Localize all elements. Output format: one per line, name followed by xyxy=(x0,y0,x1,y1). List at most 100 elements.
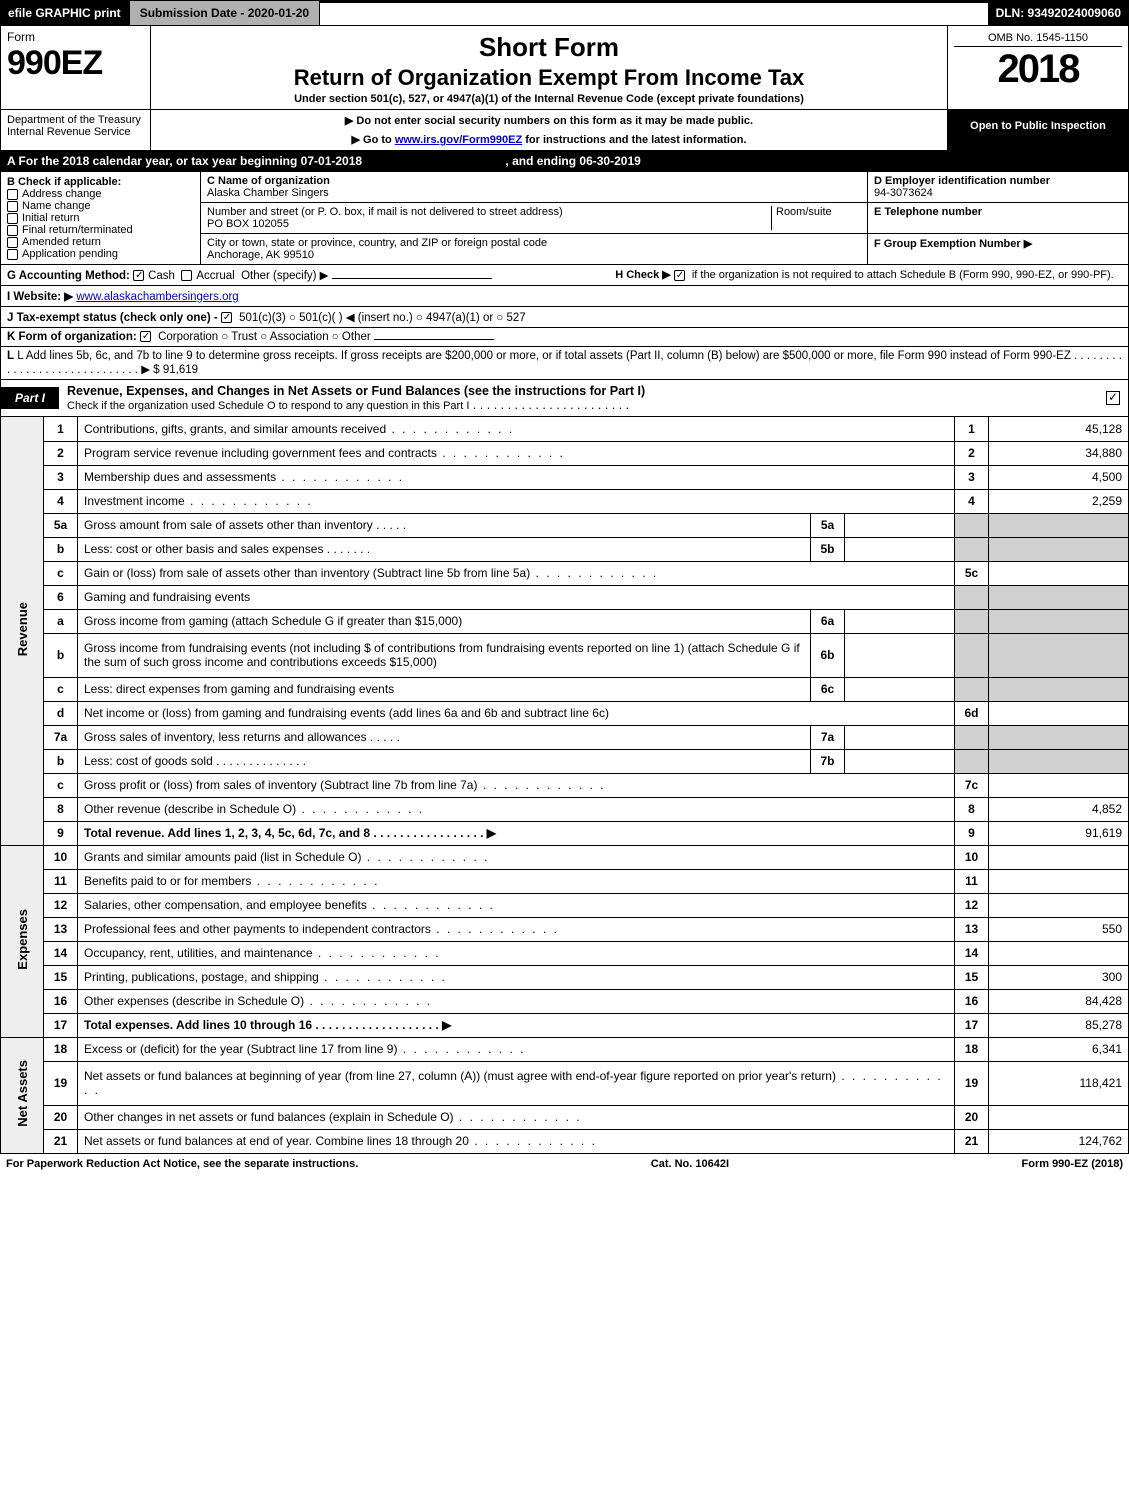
line-num: 1 xyxy=(44,417,78,441)
side-net: Net Assets xyxy=(1,1037,44,1153)
form-header: Form 990EZ Short Form Return of Organiza… xyxy=(0,26,1129,110)
mid-num: 7b xyxy=(811,749,845,773)
line-row-10: Expenses10Grants and similar amounts pai… xyxy=(1,845,1129,869)
line-ref: 8 xyxy=(955,797,989,821)
line-num: 14 xyxy=(44,941,78,965)
efile-label[interactable]: efile GRAPHIC print xyxy=(0,0,129,26)
line-amount: 84,428 xyxy=(989,989,1129,1013)
open-inspection: Open to Public Inspection xyxy=(948,110,1128,143)
line-num: 4 xyxy=(44,489,78,513)
line-amount xyxy=(989,561,1129,585)
period-a: A For the 2018 calendar year, or tax yea… xyxy=(7,154,301,168)
open-inspection-cell: Open to Public Inspection xyxy=(948,110,1128,150)
part1-checkbox[interactable] xyxy=(1106,391,1120,405)
goto-link-line: ▶ Go to www.irs.gov/Form990EZ for instru… xyxy=(157,133,941,146)
chk-pending[interactable]: Application pending xyxy=(7,248,194,260)
city-row: City or town, state or province, country… xyxy=(201,234,867,264)
line-ref: 10 xyxy=(955,845,989,869)
mid-val xyxy=(845,633,955,677)
line-text: Printing, publications, postage, and shi… xyxy=(78,965,955,989)
line-row-c: cLess: direct expenses from gaming and f… xyxy=(1,677,1129,701)
line-ref: 20 xyxy=(955,1105,989,1129)
chk-initial[interactable]: Initial return xyxy=(7,212,194,224)
line-row-2: 2Program service revenue including gover… xyxy=(1,441,1129,465)
line-text: Net assets or fund balances at end of ye… xyxy=(78,1129,955,1153)
form-word: Form xyxy=(7,30,144,44)
part1-header: Part I Revenue, Expenses, and Changes in… xyxy=(0,380,1129,417)
line-amount xyxy=(989,701,1129,725)
mid-val xyxy=(845,677,955,701)
period-start: 07-01-2018 xyxy=(301,154,362,168)
irs-link[interactable]: www.irs.gov/Form990EZ xyxy=(395,134,522,146)
chk-h[interactable] xyxy=(674,270,685,281)
line-text: Gross income from fundraising events (no… xyxy=(78,633,811,677)
under-section: Under section 501(c), 527, or 4947(a)(1)… xyxy=(157,93,941,105)
line-text: Total revenue. Add lines 1, 2, 3, 4, 5c,… xyxy=(78,821,955,845)
line-text: Gross income from gaming (attach Schedul… xyxy=(78,609,811,633)
line-text: Less: cost of goods sold . . . . . . . .… xyxy=(78,749,811,773)
line-amount: 2,259 xyxy=(989,489,1129,513)
line-num: 13 xyxy=(44,917,78,941)
chk-amended[interactable]: Amended return xyxy=(7,236,194,248)
top-spacer xyxy=(320,0,987,26)
mid-num: 6c xyxy=(811,677,845,701)
line-ref: 6d xyxy=(955,701,989,725)
line-amount xyxy=(989,845,1129,869)
line-amount: 4,852 xyxy=(989,797,1129,821)
line-ref: 3 xyxy=(955,465,989,489)
goto-text: Go to www.irs.gov/Form990EZ for instruct… xyxy=(363,134,746,146)
line-amount: 4,500 xyxy=(989,465,1129,489)
line-amount: 550 xyxy=(989,917,1129,941)
line-row-6: 6Gaming and fundraising events xyxy=(1,585,1129,609)
line-row-12: 12Salaries, other compensation, and empl… xyxy=(1,893,1129,917)
period-bar: A For the 2018 calendar year, or tax yea… xyxy=(0,151,1129,172)
ein-row: D Employer identification number 94-3073… xyxy=(868,172,1128,203)
tel-row: E Telephone number xyxy=(868,203,1128,234)
block-c: C Name of organization Alaska Chamber Si… xyxy=(201,172,868,264)
line-num: 20 xyxy=(44,1105,78,1129)
line-ref: 12 xyxy=(955,893,989,917)
chk-501c3[interactable] xyxy=(221,312,232,323)
line-amount: 91,619 xyxy=(989,821,1129,845)
line-ref: 21 xyxy=(955,1129,989,1153)
chk-accrual[interactable] xyxy=(181,270,192,281)
line-num: 16 xyxy=(44,989,78,1013)
website-link[interactable]: www.alaskachambersingers.org xyxy=(76,291,238,303)
line-ref: 19 xyxy=(955,1061,989,1105)
line-ref: 17 xyxy=(955,1013,989,1037)
line-num: 19 xyxy=(44,1061,78,1105)
line-i: I Website: ▶ www.alaskachambersingers.or… xyxy=(0,286,1129,307)
c-label: C Name of organization xyxy=(207,175,861,187)
line-text: Gross sales of inventory, less returns a… xyxy=(78,725,811,749)
line-row-d: dNet income or (loss) from gaming and fu… xyxy=(1,701,1129,725)
tax-year: 2018 xyxy=(954,47,1122,92)
tel-value xyxy=(874,218,1122,230)
mid-val xyxy=(845,725,955,749)
e-label: E Telephone number xyxy=(874,206,1122,218)
chk-corp[interactable] xyxy=(140,331,151,342)
line-row-18: Net Assets18Excess or (deficit) for the … xyxy=(1,1037,1129,1061)
chk-cash[interactable] xyxy=(133,270,144,281)
chk-address[interactable]: Address change xyxy=(7,188,194,200)
chk-final[interactable]: Final return/terminated xyxy=(7,224,194,236)
line-ref: 13 xyxy=(955,917,989,941)
line-amount: 124,762 xyxy=(989,1129,1129,1153)
line-j: J Tax-exempt status (check only one) - 5… xyxy=(0,307,1129,328)
room-label: Room/suite xyxy=(771,206,861,230)
line-row-c: cGain or (loss) from sale of assets othe… xyxy=(1,561,1129,585)
line-amount xyxy=(989,893,1129,917)
line-text: Net income or (loss) from gaming and fun… xyxy=(78,701,955,725)
omb-number: OMB No. 1545-1150 xyxy=(954,30,1122,47)
chk-name[interactable]: Name change xyxy=(7,200,194,212)
line-num: c xyxy=(44,677,78,701)
notes-cell: Do not enter social security numbers on … xyxy=(151,110,948,150)
i-label: I Website: ▶ xyxy=(7,291,73,303)
line-num: b xyxy=(44,749,78,773)
footer-right: Form 990-EZ (2018) xyxy=(1022,1158,1124,1170)
org-name: Alaska Chamber Singers xyxy=(207,187,861,199)
year-cell: OMB No. 1545-1150 2018 xyxy=(948,26,1128,109)
mid-num: 7a xyxy=(811,725,845,749)
line-row-3: 3Membership dues and assessments34,500 xyxy=(1,465,1129,489)
line-row-20: 20Other changes in net assets or fund ba… xyxy=(1,1105,1129,1129)
line-ref: 5c xyxy=(955,561,989,585)
